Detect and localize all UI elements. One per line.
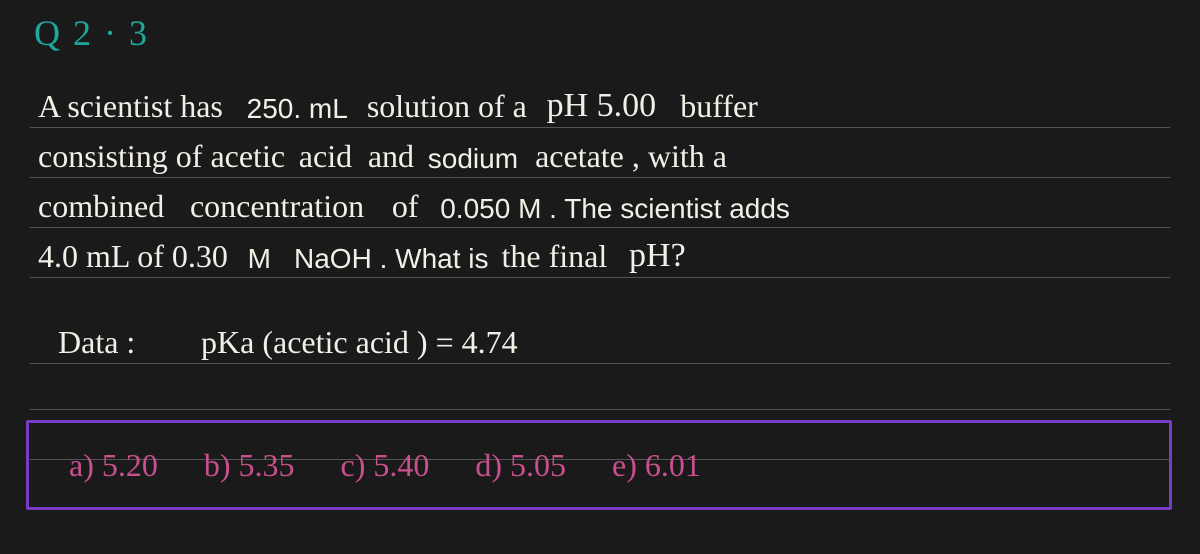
text: M <box>248 243 271 275</box>
text: 0.050 M . The scientist adds <box>440 193 790 225</box>
data-label: Data : <box>58 324 135 361</box>
text: NaOH . What is <box>294 243 488 275</box>
text: A scientist has <box>38 88 223 125</box>
answer-option-c: c) 5.40 <box>341 447 430 484</box>
text: combined <box>38 188 164 225</box>
text: 250. mL <box>247 93 348 125</box>
text: acetate , with a <box>535 138 727 175</box>
text: the final <box>502 238 608 275</box>
text: acid <box>299 138 352 175</box>
answers-box: a) 5.20 b) 5.35 c) 5.40 d) 5.05 e) 6.01 <box>26 420 1172 510</box>
text: and <box>368 138 414 175</box>
text: consisting of acetic <box>38 138 285 175</box>
problem-text: A scientist has 250. mL solution of a pH… <box>30 78 1170 460</box>
text: buffer <box>680 88 758 125</box>
answer-option-d: d) 5.05 <box>475 447 566 484</box>
text: concentration <box>190 188 364 225</box>
text: of <box>392 188 419 225</box>
text: pH? <box>629 237 686 275</box>
question-number: Q 2 · 3 <box>30 12 1170 54</box>
answer-option-a: a) 5.20 <box>69 447 158 484</box>
answer-option-b: b) 5.35 <box>204 447 295 484</box>
text: solution of a <box>367 88 527 125</box>
text: sodium <box>428 143 518 175</box>
answer-option-e: e) 6.01 <box>612 447 701 484</box>
pka-value: pKa (acetic acid ) = 4.74 <box>201 324 518 361</box>
text: pH 5.00 <box>547 87 657 125</box>
text: 4.0 mL of 0.30 <box>38 238 228 275</box>
